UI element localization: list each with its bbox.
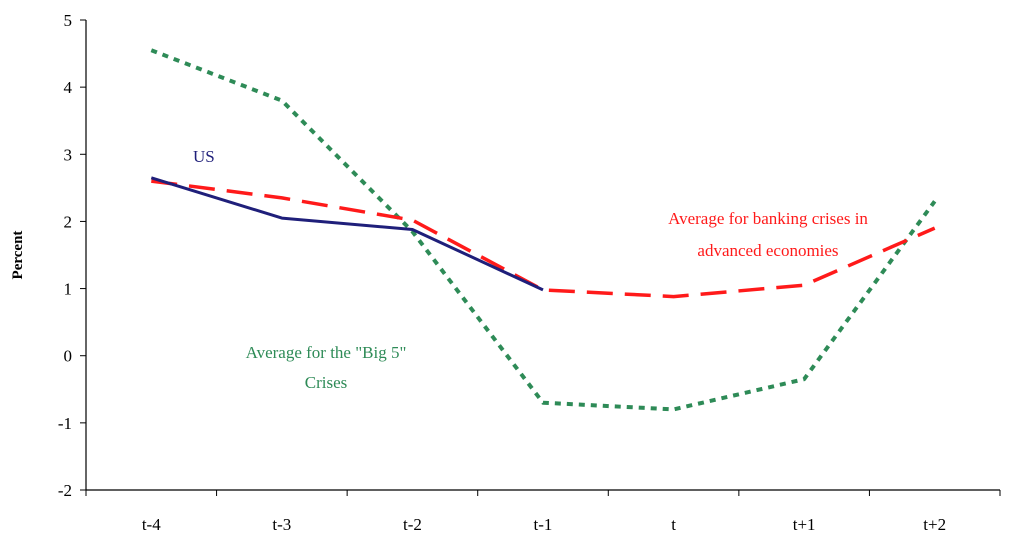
x-ticks: t-4 t-3 t-2 t-1 t t+1 t+2 bbox=[85, 490, 1001, 534]
annotation-big5-line1: Average for the "Big 5" bbox=[246, 343, 407, 362]
y-tick-label: 4 bbox=[64, 78, 73, 97]
x-tick-label: t-4 bbox=[142, 515, 161, 534]
series-us-line bbox=[150, 176, 544, 292]
x-tick-label: t bbox=[671, 515, 676, 534]
y-ticks: 5 4 3 2 1 0 -1 -2 bbox=[58, 11, 86, 500]
y-axis-label: Percent bbox=[10, 231, 26, 280]
x-tick-label: t+1 bbox=[793, 515, 816, 534]
y-tick-label: 1 bbox=[64, 280, 73, 299]
series-banking-crises-line bbox=[151, 179, 936, 299]
x-tick-label: t-1 bbox=[534, 515, 553, 534]
annotation-big5-line2: Crises bbox=[305, 373, 348, 392]
series-layer bbox=[150, 48, 937, 412]
annotations: US Average for banking crises in advance… bbox=[193, 147, 868, 392]
axes bbox=[85, 20, 1000, 491]
annotation-us: US bbox=[193, 147, 215, 166]
annotation-banking-line2: advanced economies bbox=[697, 241, 838, 260]
y-tick-label: 3 bbox=[64, 145, 73, 164]
annotation-banking-line1: Average for banking crises in bbox=[668, 209, 868, 228]
x-tick-label: t-3 bbox=[272, 515, 291, 534]
x-tick-label: t-2 bbox=[403, 515, 422, 534]
y-tick-label: -1 bbox=[58, 414, 72, 433]
y-tick-label: 0 bbox=[64, 347, 73, 366]
x-tick-label: t+2 bbox=[923, 515, 946, 534]
y-tick-label: 2 bbox=[64, 212, 73, 231]
y-tick-label: 5 bbox=[64, 11, 73, 30]
y-tick-label: -2 bbox=[58, 481, 72, 500]
series-big5-line bbox=[150, 48, 937, 412]
